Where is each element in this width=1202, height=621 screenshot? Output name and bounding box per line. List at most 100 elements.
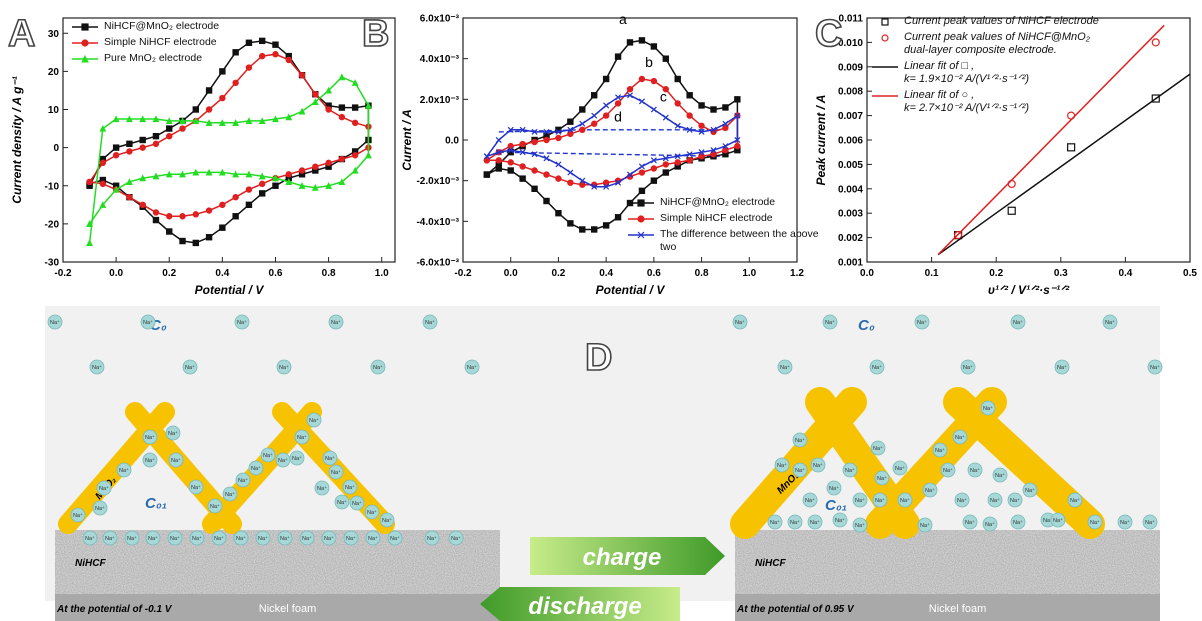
- y-tick-label: 10: [48, 105, 60, 116]
- marker: [639, 170, 644, 175]
- ion-label: Na⁺: [1120, 519, 1130, 526]
- ion-label: Na⁺: [920, 522, 930, 529]
- charge-label: charge: [583, 544, 662, 571]
- marker: [313, 185, 318, 190]
- y-tick-label: -6.0x10⁻³: [416, 258, 459, 269]
- marker: [87, 179, 92, 184]
- ion-label: Na⁺: [777, 462, 787, 469]
- legend-label: The difference between the above two: [660, 228, 820, 254]
- marker: [580, 121, 585, 126]
- ion-label: Na⁺: [825, 319, 835, 326]
- layer-label: NiHCF: [75, 558, 106, 569]
- marker: [206, 88, 211, 93]
- marker: [260, 118, 265, 123]
- marker: [544, 198, 549, 203]
- marker: [260, 174, 265, 179]
- ion-label: Na⁺: [1150, 364, 1160, 371]
- ion-label: Na⁺: [263, 452, 273, 459]
- ion-label: Na⁺: [238, 477, 248, 484]
- y-tick-label: 0.001: [838, 258, 863, 269]
- marker: [273, 116, 278, 121]
- y-tick-label: 0.008: [838, 87, 863, 98]
- ion-label: Na⁺: [302, 535, 312, 542]
- ion-label: Na⁺: [985, 521, 995, 528]
- marker: [167, 126, 172, 131]
- ion-label: Na⁺: [1145, 519, 1155, 526]
- marker: [735, 144, 740, 149]
- x-tick-label: 1.0: [375, 268, 389, 279]
- x-tick-label: 0.1: [925, 268, 939, 279]
- marker: [687, 113, 692, 118]
- x-axis-label: Potential / V: [596, 283, 666, 297]
- ion-label: Na⁺: [970, 467, 980, 474]
- ion-label: Na⁺: [143, 319, 153, 326]
- ion-label: Na⁺: [214, 535, 224, 542]
- marker: [651, 166, 656, 171]
- marker: [193, 212, 198, 217]
- marker: [663, 115, 668, 120]
- caption: At the potential of 0.95 V: [736, 604, 855, 615]
- marker: [532, 168, 537, 173]
- marker: [604, 103, 609, 108]
- y-axis-label: Peak current / A: [814, 95, 828, 186]
- ion-label: Na⁺: [191, 484, 201, 491]
- y-tick-label: -2.0x10⁻³: [416, 176, 459, 187]
- marker: [246, 202, 251, 207]
- y-tick-label: 0.002: [838, 233, 863, 244]
- marker: [675, 76, 680, 81]
- ion-label: Na⁺: [1057, 364, 1067, 371]
- marker: [140, 176, 145, 181]
- marker: [220, 202, 225, 207]
- marker: [140, 116, 145, 121]
- y-axis-label: Current / A: [400, 109, 414, 171]
- surface-concentration: C₀₁: [145, 495, 167, 512]
- ion-label: Na⁺: [237, 319, 247, 326]
- ion-label: Na⁺: [331, 319, 341, 326]
- y-tick-label: -30: [45, 258, 60, 269]
- marker: [127, 141, 132, 146]
- marker: [604, 223, 609, 228]
- ion-label: Na⁺: [805, 497, 815, 504]
- marker: [339, 105, 344, 110]
- ion-label: Na⁺: [278, 457, 288, 464]
- ion-label: Na⁺: [875, 497, 885, 504]
- marker: [140, 145, 145, 150]
- marker: [286, 172, 291, 177]
- legend-label: NiHCF@MnO₂ electrode: [104, 20, 274, 33]
- marker: [233, 214, 238, 219]
- marker: [206, 235, 211, 240]
- ion-label: Na⁺: [810, 519, 820, 526]
- marker: [87, 240, 92, 245]
- ion-label: Na⁺: [325, 455, 335, 462]
- ion-label: Na⁺: [873, 445, 883, 452]
- ion-label: Na⁺: [451, 535, 461, 542]
- marker: [180, 214, 185, 219]
- marker: [233, 195, 238, 200]
- marker: [100, 181, 105, 186]
- marker: [167, 118, 172, 123]
- marker: [100, 160, 105, 165]
- ion-label: Na⁺: [373, 364, 383, 371]
- legend-label: Simple NiHCF electrode: [660, 212, 820, 225]
- y-tick-label: 20: [48, 67, 60, 78]
- ion-label: Na⁺: [1090, 519, 1100, 526]
- marker: [735, 97, 740, 102]
- ion-label: Na⁺: [192, 535, 202, 542]
- x-tick-label: 1.2: [790, 268, 804, 279]
- legend-label: Pure MnO₂ electrode: [104, 52, 274, 65]
- ion-label: Na⁺: [963, 364, 973, 371]
- y-tick-label: 2.0x10⁻³: [420, 95, 460, 106]
- ion-label: Na⁺: [185, 364, 195, 371]
- marker: [127, 149, 132, 154]
- marker: [639, 38, 644, 43]
- legend-label: Linear fit of ○ , k= 2.7×10⁻² A/(V¹ᐟ²·s⁻…: [904, 89, 1194, 115]
- ion-label: Na⁺: [983, 405, 993, 412]
- marker: [556, 176, 561, 181]
- x-tick-label: 0.8: [695, 268, 709, 279]
- marker: [882, 35, 888, 41]
- ion-label: Na⁺: [955, 434, 965, 441]
- y-tick-label: 30: [48, 29, 60, 40]
- marker: [544, 137, 549, 142]
- ion-label: Na⁺: [297, 434, 307, 441]
- marker: [339, 74, 344, 79]
